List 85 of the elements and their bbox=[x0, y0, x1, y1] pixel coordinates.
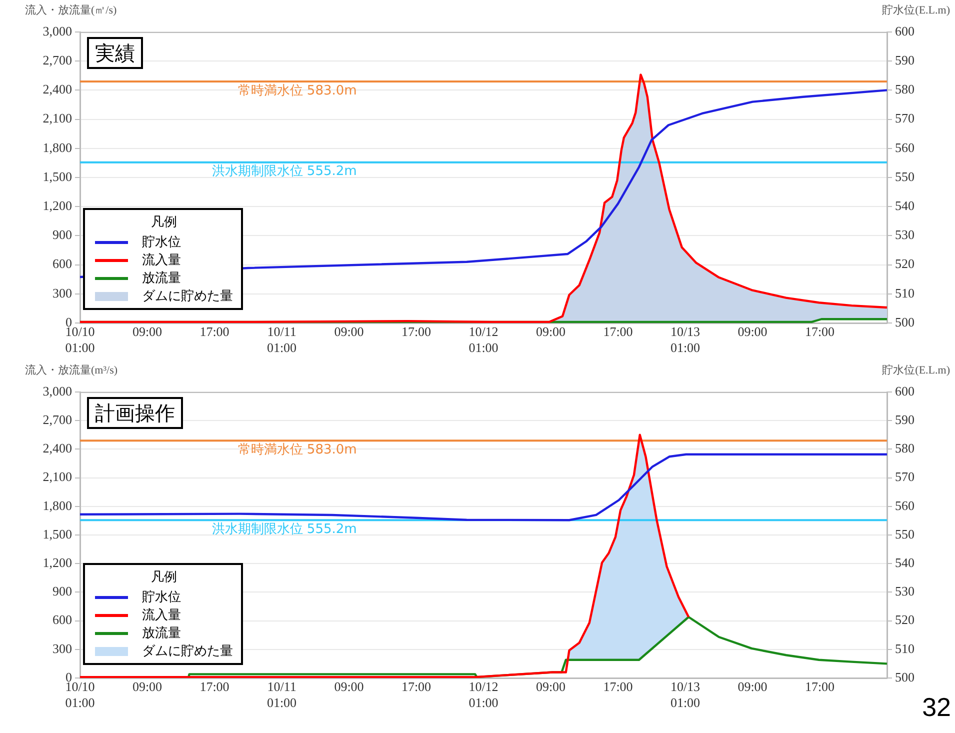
legend-label: 放流量 bbox=[142, 625, 181, 642]
legend-label: 貯水位 bbox=[142, 589, 181, 606]
y-tick-label: 1,200 bbox=[42, 555, 72, 570]
y-tick-label: 600 bbox=[52, 612, 72, 628]
x-tick-label: 10/13 01:00 bbox=[670, 679, 700, 710]
x-tick-label: 09:00 bbox=[132, 324, 162, 340]
x-tick-label: 17:00 bbox=[200, 679, 230, 694]
y2-tick-label: 530 bbox=[895, 584, 914, 599]
x-tick-label: 17:00 bbox=[603, 679, 633, 694]
y-tick-label: 1,200 bbox=[42, 198, 72, 214]
x-tick-label: 10/12 01:00 bbox=[468, 324, 498, 355]
x-tick-label: 17:00 bbox=[200, 324, 230, 340]
y2-tick-label: 510 bbox=[895, 285, 914, 300]
ref-line-label: 洪水期制限水位 555.2m bbox=[212, 522, 357, 538]
y-tick-label: 900 bbox=[52, 584, 72, 599]
y2-tick-label: 540 bbox=[895, 555, 914, 570]
text: 計画操作 bbox=[87, 397, 183, 429]
legend-title: 凡例 bbox=[150, 214, 178, 231]
y-tick-label: 1,800 bbox=[42, 498, 72, 513]
ref-line-label: 洪水期制限水位 555.2m bbox=[212, 164, 357, 180]
x-tick-label: 10/11 01:00 bbox=[266, 679, 297, 710]
y2-tick-label: 500 bbox=[895, 314, 914, 330]
x-tick-label: 17:00 bbox=[804, 679, 835, 694]
text: 32 bbox=[922, 692, 951, 723]
y-tick-label: 1,800 bbox=[42, 140, 72, 155]
x-tick-label: 09:00 bbox=[334, 679, 364, 694]
legend-label: 放流量 bbox=[142, 270, 181, 287]
y-tick-label: 300 bbox=[52, 285, 72, 300]
y2-axis-title: 貯水位(E.L.m) bbox=[882, 3, 950, 16]
y-tick-label: 2,100 bbox=[42, 469, 72, 484]
x-tick-label: 10/11 01:00 bbox=[266, 324, 297, 355]
y2-tick-label: 500 bbox=[895, 669, 914, 684]
legend-label: 貯水位 bbox=[142, 234, 181, 251]
y-tick-label: 2,700 bbox=[42, 52, 72, 68]
legend-label: 流入量 bbox=[142, 607, 181, 624]
y-tick-label: 1,500 bbox=[42, 526, 72, 542]
y2-tick-label: 570 bbox=[895, 469, 914, 484]
x-tick-label: 17:00 bbox=[603, 324, 633, 340]
y-tick-label: 3,000 bbox=[42, 383, 72, 398]
y-tick-label: 2,400 bbox=[42, 82, 72, 97]
y-axis-title: 流入・放流量(㎥/s) bbox=[25, 3, 117, 16]
y-tick-label: 2,400 bbox=[42, 440, 72, 456]
y-tick-label: 600 bbox=[52, 256, 72, 272]
y2-tick-label: 580 bbox=[895, 82, 914, 97]
y-tick-label: 2,100 bbox=[42, 110, 72, 126]
x-tick-label: 09:00 bbox=[536, 324, 566, 340]
x-tick-label: 10/13 01:00 bbox=[670, 324, 700, 355]
y2-tick-label: 560 bbox=[895, 498, 914, 513]
y2-tick-label: 550 bbox=[895, 168, 914, 184]
y-tick-label: 1,500 bbox=[42, 168, 72, 184]
y-tick-label: 3,000 bbox=[42, 23, 72, 38]
x-tick-label: 09:00 bbox=[536, 679, 566, 694]
y-tick-label: 300 bbox=[52, 640, 72, 656]
ref-line-label: 常時満水位 583.0m bbox=[238, 442, 357, 458]
y2-tick-label: 550 bbox=[895, 526, 914, 542]
legend-label: 流入量 bbox=[142, 252, 181, 269]
ref-line-label: 常時満水位 583.0m bbox=[238, 83, 357, 98]
y2-tick-label: 520 bbox=[895, 612, 914, 628]
x-tick-label: 17:00 bbox=[401, 324, 432, 340]
y2-tick-label: 580 bbox=[895, 440, 914, 456]
x-tick-label: 17:00 bbox=[401, 679, 432, 694]
y2-tick-label: 590 bbox=[895, 412, 914, 428]
y2-tick-label: 540 bbox=[895, 198, 914, 214]
legend-label: ダムに貯めた量 bbox=[142, 288, 233, 305]
y2-tick-label: 530 bbox=[895, 227, 914, 242]
y2-tick-label: 590 bbox=[895, 52, 914, 68]
y2-tick-label: 570 bbox=[895, 110, 914, 126]
y-tick-label: 2,700 bbox=[42, 412, 72, 428]
text: 実績 bbox=[87, 37, 143, 69]
x-tick-label: 10/12 01:00 bbox=[468, 679, 498, 710]
x-tick-label: 09:00 bbox=[132, 679, 162, 694]
legend-title: 凡例 bbox=[150, 569, 178, 586]
y2-tick-label: 600 bbox=[895, 23, 914, 38]
y2-tick-label: 510 bbox=[895, 640, 914, 656]
y2-tick-label: 560 bbox=[895, 140, 914, 155]
y2-tick-label: 600 bbox=[895, 383, 914, 398]
y2-axis-title: 貯水位(E.L.m) bbox=[882, 363, 950, 376]
x-tick-label: 09:00 bbox=[334, 324, 364, 340]
y2-tick-label: 520 bbox=[895, 256, 914, 272]
y-tick-label: 900 bbox=[52, 227, 72, 242]
x-tick-label: 17:00 bbox=[804, 324, 835, 340]
y-axis-title: 流入・放流量(m³/s) bbox=[25, 363, 118, 376]
legend-label: ダムに貯めた量 bbox=[142, 643, 233, 660]
x-tick-label: 09:00 bbox=[738, 324, 768, 340]
x-tick-label: 09:00 bbox=[738, 679, 768, 694]
